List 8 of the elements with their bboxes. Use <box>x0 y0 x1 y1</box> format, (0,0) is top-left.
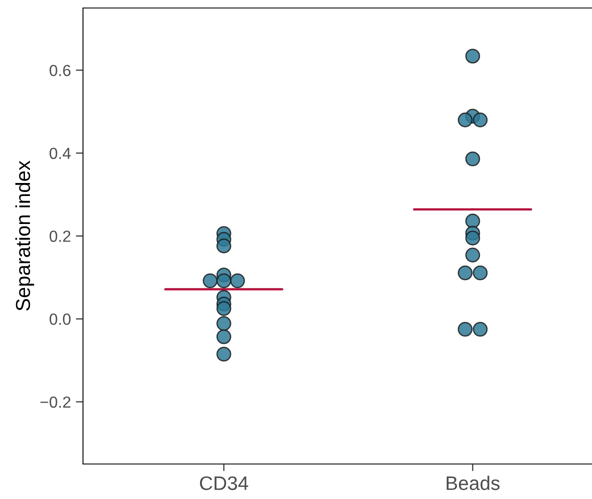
x-tick-label: CD34 <box>200 476 248 490</box>
x-tick-label: Beads <box>446 476 500 490</box>
y-axis-title: Separation index <box>15 160 34 311</box>
y-tick-label: 0.0 <box>50 314 71 325</box>
y-tick-label: 0.4 <box>50 148 71 160</box>
y-tick-label: 0.2 <box>50 230 70 242</box>
y-tick-label: 0.6 <box>50 64 70 76</box>
y-tick-label: −0.2 <box>40 396 70 408</box>
